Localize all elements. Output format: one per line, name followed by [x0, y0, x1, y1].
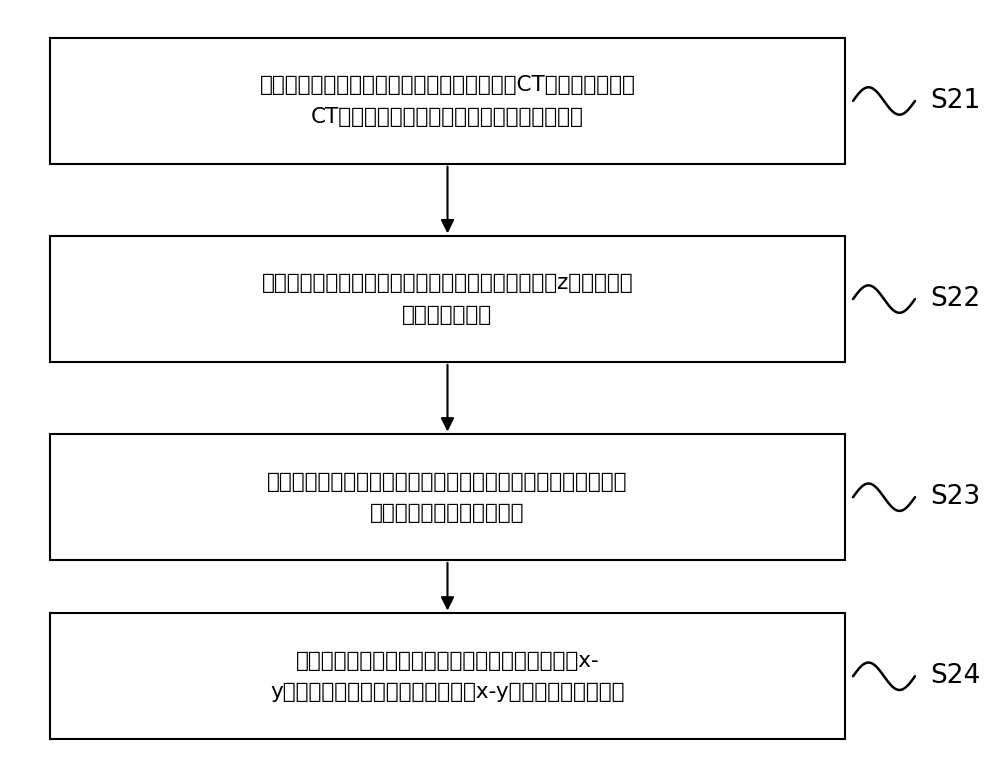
- Text: 获取每个体层对应的断层图像的投影方向，根据投影方向确定投
影方向对应的第二吸收剂量: 获取每个体层对应的断层图像的投影方向，根据投影方向确定投 影方向对应的第二吸收剂…: [267, 472, 628, 523]
- Text: S21: S21: [930, 88, 980, 114]
- Text: 将投影方向对应的第二吸收剂量作为各体层对应的x-
y平面的吸收剂量分布信息，其中，x-y平面平行于断层图像: 将投影方向对应的第二吸收剂量作为各体层对应的x- y平面的吸收剂量分布信息，其中…: [270, 651, 625, 702]
- Text: 获取每个体层对应的断层图像的所有像素点的CT值加权和，并将
CT值加权和作为每个体层对应的第一吸收剂量: 获取每个体层对应的断层图像的所有像素点的CT值加权和，并将 CT值加权和作为每个…: [260, 75, 635, 126]
- FancyBboxPatch shape: [50, 236, 845, 362]
- FancyBboxPatch shape: [50, 38, 845, 164]
- Text: 根据多个体层对应的第一吸收剂量，确定目标部位在z轴方向的吸
收剂量分布信息: 根据多个体层对应的第一吸收剂量，确定目标部位在z轴方向的吸 收剂量分布信息: [262, 274, 633, 325]
- FancyBboxPatch shape: [50, 613, 845, 739]
- Text: S24: S24: [930, 663, 980, 690]
- Text: S23: S23: [930, 484, 980, 511]
- FancyBboxPatch shape: [50, 434, 845, 560]
- Text: S22: S22: [930, 286, 980, 312]
